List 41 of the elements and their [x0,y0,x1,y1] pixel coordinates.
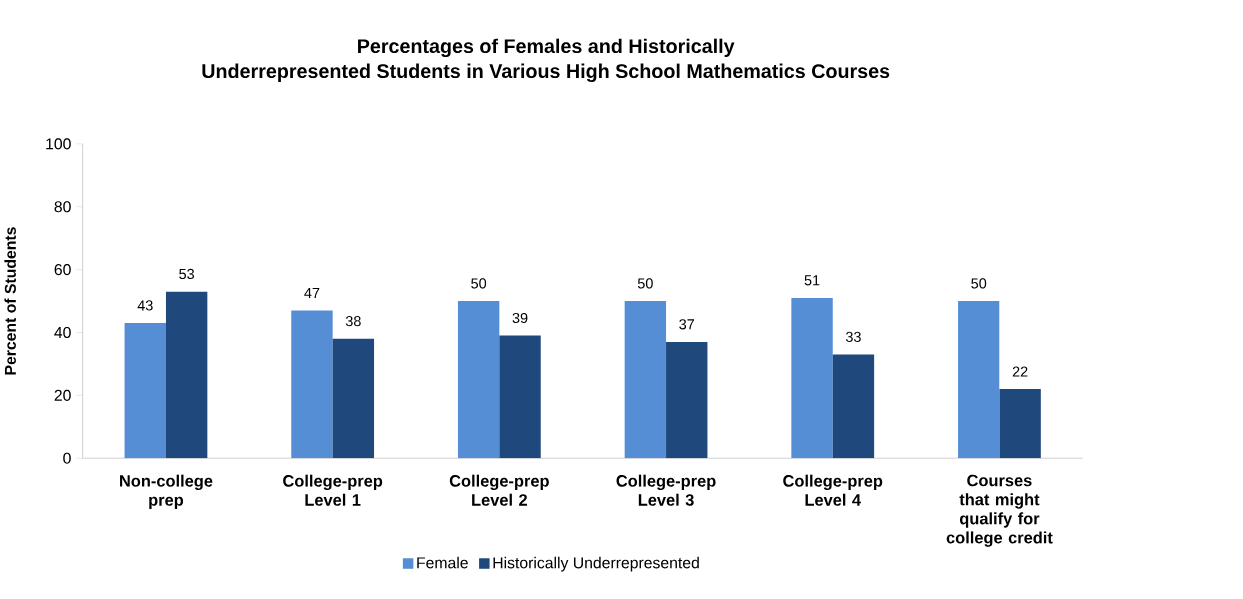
bar [457,300,500,459]
bar [666,341,708,459]
data-label: 22 [1012,366,1028,377]
bar [999,389,1041,459]
y-tick-label: 100 [46,138,71,150]
bar [832,354,875,459]
data-label: 39 [512,312,528,324]
bar [499,335,541,459]
legend-label: Historically Underrepresented [493,556,699,572]
x-tick-label: College-prep Level 1 [283,474,383,506]
y-tick-label: 80 [54,201,71,213]
bar [165,291,208,459]
x-tick-label: College-prep Level 2 [449,474,549,506]
data-label: 53 [179,268,195,280]
bar [291,310,333,459]
bar [124,322,166,459]
y-axis-title: Percent of Students [4,227,16,375]
data-label: 38 [345,315,361,327]
x-tick-label: Courses that might qualify for college credit [946,474,1053,547]
data-label: 51 [804,275,820,286]
y-tick-label: 20 [54,389,71,401]
bar [958,300,1000,459]
y-tick-label: 40 [54,326,71,338]
bar [624,300,667,459]
bar [791,297,833,459]
data-label: 37 [679,319,695,330]
data-label: 33 [845,331,861,342]
bar [332,338,375,459]
chart-subtitle: Underrepresented Students in Various High School Mathematics Courses [202,63,890,83]
x-tick-label: Non-college prep [120,474,213,509]
chart-title: Percentages of Females and Historically [358,38,735,58]
x-tick-label: College-prep Level 3 [616,474,716,506]
data-label: 50 [637,278,653,289]
y-tick-label: 0 [63,452,71,464]
x-tick-label: College-prep Level 4 [783,474,883,506]
data-label: 50 [971,278,987,289]
data-label: 50 [471,278,487,289]
data-label: 43 [137,300,153,311]
legend-label: Female [417,556,468,569]
data-label: 47 [304,287,320,298]
y-tick-label: 60 [54,263,71,276]
